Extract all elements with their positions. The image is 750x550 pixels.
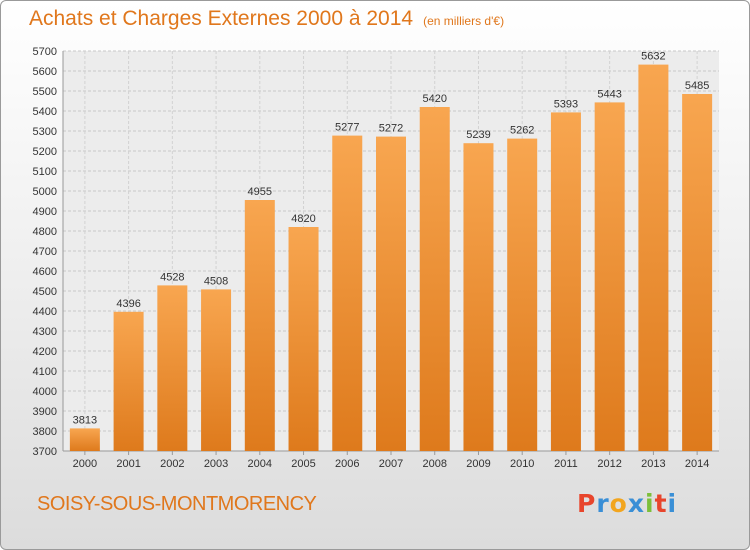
data-label: 3813 [73,414,97,426]
data-label: 5485 [685,80,709,92]
x-tick-label: 2013 [641,458,665,470]
data-label: 5443 [597,88,621,100]
bar-2012 [594,102,625,452]
y-tick-label: 4200 [33,346,57,358]
data-label: 5277 [335,122,359,134]
y-tick-label: 4900 [33,206,57,218]
proxiti-logo[interactable]: Proxiti [577,489,677,518]
data-label: 4955 [248,186,272,198]
data-label: 5239 [466,129,490,141]
logo-letter: t [654,489,668,518]
y-tick-label: 5200 [33,146,57,158]
x-tick-label: 2003 [204,458,228,470]
x-tick-label: 2012 [597,458,621,470]
x-tick-label: 2010 [510,458,534,470]
data-label: 5420 [422,93,446,105]
x-tick-label: 2007 [379,458,403,470]
y-tick-label: 4500 [33,286,57,298]
bar-2000 [69,428,100,451]
x-tick-label: 2005 [291,458,315,470]
y-tick-label: 5300 [33,126,57,138]
x-tick-label: 2008 [422,458,446,470]
x-tick-label: 2000 [73,458,97,470]
data-labels: 3813 4396 4528 4508 4955 4820 5277 5272 5420 5239… [73,51,710,427]
y-tick-label: 3800 [33,426,57,438]
y-tick-label: 4000 [33,386,57,398]
y-tick-label: 3900 [33,406,57,418]
bar-chart: 3700 3800 3900 4000 4100 4200 4300 4400 4500 4600… [33,46,719,470]
bar-2009 [463,143,494,451]
data-label: 4508 [204,275,228,287]
chart-subtitle: (en milliers d'€) [423,14,505,28]
y-tick-label: 5000 [33,186,57,198]
data-label: 4528 [160,271,184,283]
city-name: SOISY-SOUS-MONTMORENCY [37,493,317,515]
bar-2011 [550,112,581,452]
logo-letter: i [667,489,678,518]
y-tick-label: 5400 [33,106,57,118]
y-tick-label: 5500 [33,86,57,98]
y-tick-label: 4600 [33,266,57,278]
x-tick-label: 2002 [160,458,184,470]
bar-2001 [113,311,144,451]
data-label: 5393 [554,98,578,110]
y-tick-label: 5700 [33,46,57,58]
data-label: 5632 [641,51,665,63]
logo-letter: P [577,489,597,518]
data-label: 5262 [510,125,534,137]
logo-letter: o [609,489,628,518]
bar-2003 [201,289,232,451]
x-tick-label: 2006 [335,458,359,470]
y-tick-label: 4100 [33,366,57,378]
chart-title-text: Achats et Charges Externes 2000 à 2014 [29,7,414,30]
y-tick-label: 5600 [33,66,57,78]
y-tick-label: 4400 [33,306,57,318]
x-tick-label: 2014 [685,458,709,470]
y-tick-label: 4300 [33,326,57,338]
x-tick-label: 2009 [466,458,490,470]
logo-letter: x [627,489,645,518]
logo-letter: i [645,489,655,518]
bar-2004 [244,200,275,451]
logo-letter: r [596,489,610,518]
y-tick-label: 5100 [33,166,57,178]
bar-2007 [376,136,406,451]
x-tick-label: 2001 [116,458,140,470]
bar-2008 [419,107,450,451]
chart-title: Achats et Charges Externes 2000 à 2014 (e… [29,7,504,31]
y-tick-label: 4800 [33,226,57,238]
data-label: 4396 [116,298,140,310]
x-tick-label: 2004 [248,458,272,470]
bars [69,64,713,452]
bar-2010 [507,138,538,451]
bar-2013 [638,64,669,451]
data-label: 4820 [291,213,315,225]
bar-2006 [332,135,363,451]
data-label: 5272 [379,123,403,135]
bar-2005 [288,227,319,451]
y-tick-label: 3700 [33,446,57,458]
bar-2002 [157,285,188,451]
x-tick-label: 2011 [554,458,578,470]
y-tick-label: 4700 [33,246,57,258]
bar-2014 [682,94,713,451]
